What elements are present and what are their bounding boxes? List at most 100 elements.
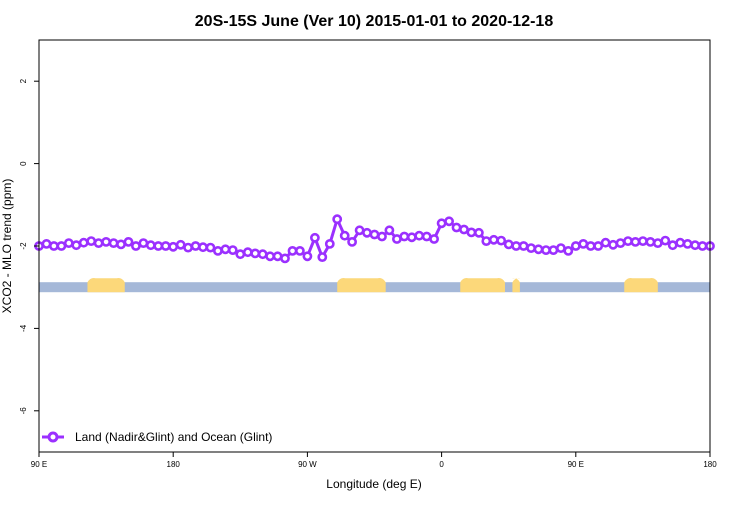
data-point xyxy=(183,242,193,253)
data-point xyxy=(667,240,678,251)
y-tick-label: -6 xyxy=(19,407,28,415)
data-point xyxy=(638,236,648,246)
data-point xyxy=(242,247,253,258)
data-point xyxy=(145,240,156,251)
x-tick-label: 90 E xyxy=(31,460,47,469)
data-point xyxy=(227,245,238,255)
data-point xyxy=(652,238,663,248)
data-point xyxy=(444,216,454,227)
data-point xyxy=(675,237,686,248)
land-band-segment xyxy=(87,278,125,293)
data-point xyxy=(212,245,223,256)
data-point xyxy=(339,230,350,241)
data-point xyxy=(347,236,357,247)
x-axis-label: Longitude (deg E) xyxy=(326,477,421,491)
y-axis-label: XCO2 - MLO trend (ppm) xyxy=(0,179,14,314)
data-point xyxy=(466,227,477,238)
data-point xyxy=(49,241,59,251)
chart-title: 20S-15S June (Ver 10) 2015-01-01 to 2020… xyxy=(195,13,554,30)
data-point xyxy=(362,227,372,238)
x-axis: 90 E 180 90 W 0 90 E 180 xyxy=(31,452,717,469)
data-point xyxy=(302,251,313,262)
land-band-segment xyxy=(460,278,505,293)
data-point xyxy=(451,222,462,233)
data-point xyxy=(697,241,708,251)
data-point xyxy=(384,225,395,236)
data-point xyxy=(503,239,514,250)
data-point xyxy=(168,241,179,252)
data-point xyxy=(660,235,671,246)
data-point xyxy=(123,236,134,247)
data-point xyxy=(608,239,618,250)
data-point xyxy=(130,241,141,251)
data-point xyxy=(63,238,74,248)
data-point xyxy=(548,245,559,255)
data-point xyxy=(160,241,171,251)
data-point xyxy=(436,218,447,229)
data-point xyxy=(220,244,231,255)
data-point xyxy=(377,231,387,242)
y-axis: 2 0 -2 -4 -6 xyxy=(19,78,39,414)
data-point xyxy=(235,249,246,260)
legend-marker-swatch xyxy=(47,431,59,443)
data-point xyxy=(496,235,507,246)
data-point xyxy=(86,236,97,246)
data-point xyxy=(585,241,596,251)
data-point xyxy=(623,236,633,246)
y-tick-label: 0 xyxy=(19,161,28,166)
data-point xyxy=(414,230,425,241)
y-tick-label: -4 xyxy=(19,324,28,332)
data-point xyxy=(690,240,700,251)
data-point xyxy=(533,244,544,255)
x-tick-label: 90 E xyxy=(568,460,584,469)
data-point xyxy=(101,236,111,247)
land-band-segment xyxy=(337,278,386,293)
surface-band xyxy=(39,278,710,293)
data-point xyxy=(630,236,641,247)
data-point xyxy=(93,238,104,248)
land-band-segment xyxy=(511,278,521,293)
data-point xyxy=(429,234,439,244)
x-tick-label: 180 xyxy=(703,460,717,469)
data-point xyxy=(265,251,275,262)
legend-series-label: Land (Nadir&Glint) and Ocean (Glint) xyxy=(75,430,272,444)
data-point xyxy=(593,241,604,251)
data-point xyxy=(488,234,499,245)
data-point xyxy=(116,239,126,250)
data-point xyxy=(317,252,328,262)
land-band-segment xyxy=(624,278,658,293)
x-tick-label: 180 xyxy=(167,460,181,469)
data-point xyxy=(600,237,611,248)
data-point xyxy=(250,248,261,259)
series-layer xyxy=(34,214,715,264)
data-point xyxy=(78,237,89,248)
data-point xyxy=(108,238,119,248)
data-point xyxy=(309,232,320,243)
data-point xyxy=(190,241,201,251)
data-point xyxy=(205,242,216,253)
data-point xyxy=(294,245,305,256)
data-point xyxy=(481,236,492,246)
data-point xyxy=(198,242,208,253)
data-point xyxy=(332,214,343,225)
data-point xyxy=(473,227,484,238)
data-point xyxy=(280,253,290,264)
data-point xyxy=(645,236,656,247)
legend: Land (Nadir&Glint) and Ocean (Glint) xyxy=(42,430,272,444)
data-point xyxy=(526,243,536,253)
data-point xyxy=(324,238,335,249)
data-point xyxy=(563,245,574,256)
data-point xyxy=(518,241,529,251)
x-tick-label: 0 xyxy=(439,460,444,469)
data-point xyxy=(615,238,626,248)
data-point xyxy=(369,229,380,240)
data-point xyxy=(682,238,693,249)
data-point xyxy=(399,231,410,242)
data-point xyxy=(570,241,581,251)
x-tick-label: 90 W xyxy=(298,460,317,469)
y-tick-label: 2 xyxy=(19,78,28,83)
y-tick-label: -2 xyxy=(19,242,28,250)
data-point xyxy=(406,232,417,243)
